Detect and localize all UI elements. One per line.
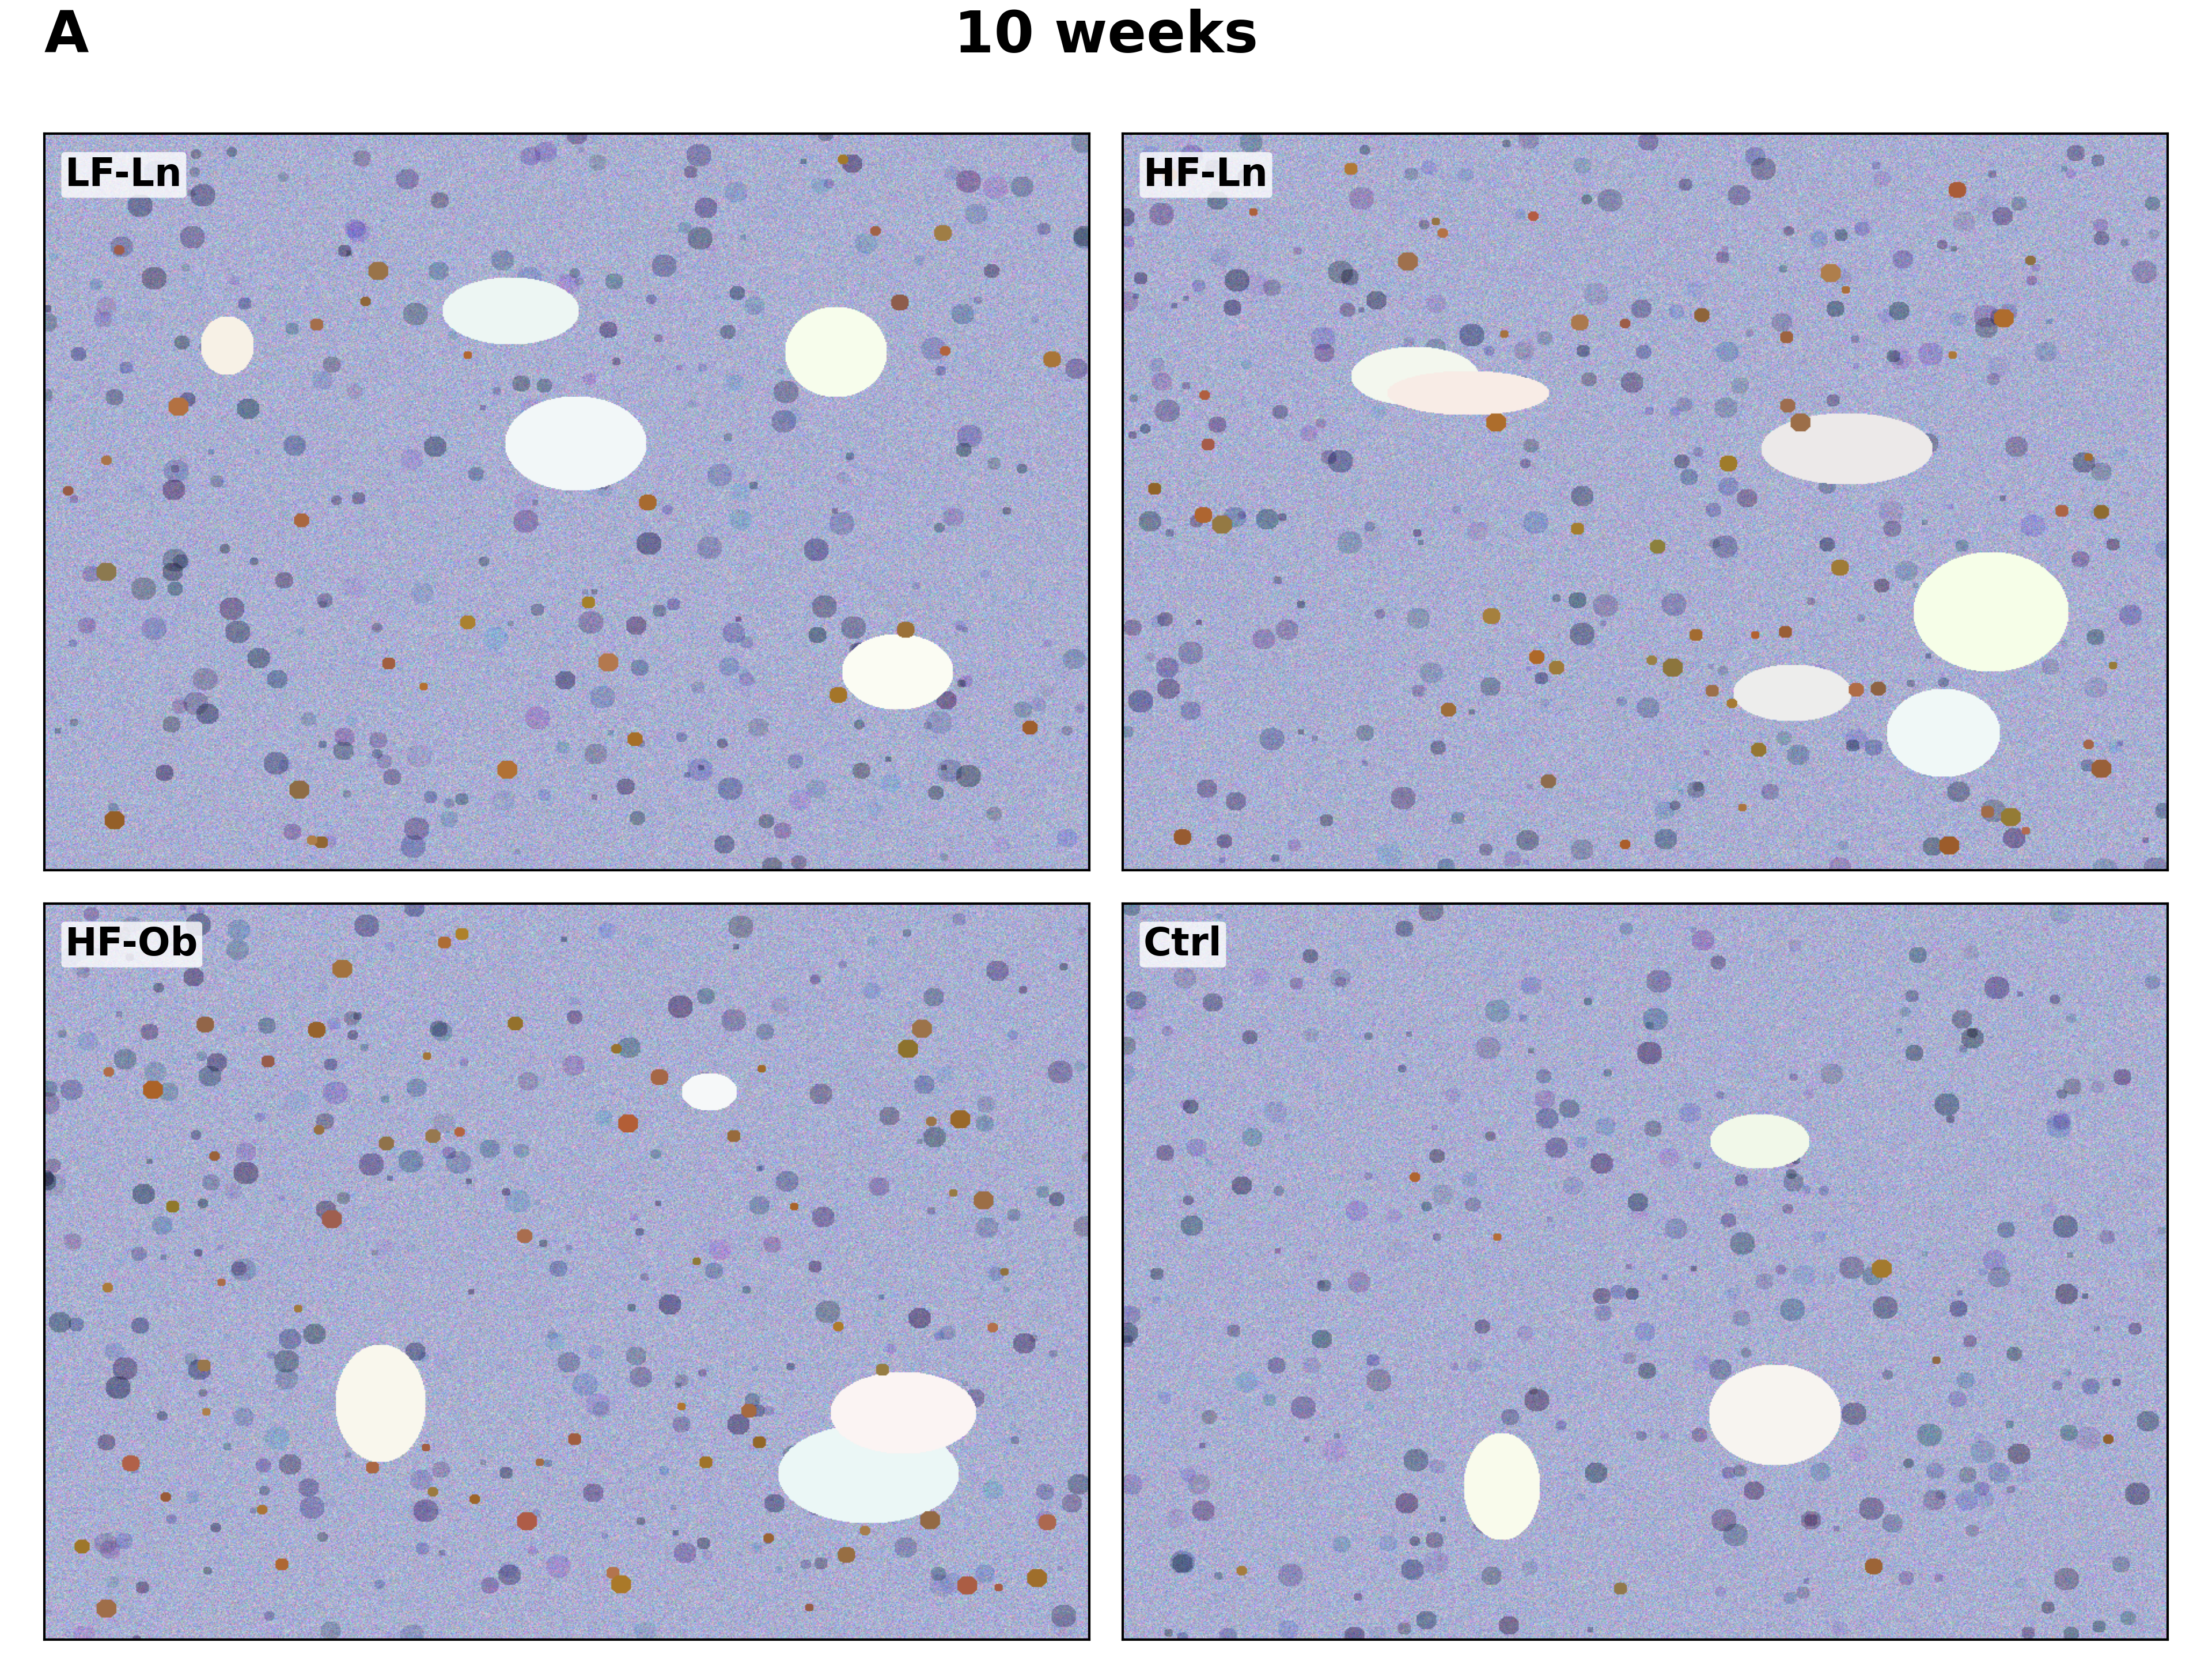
Text: HF-Ob: HF-Ob	[64, 925, 199, 964]
Text: HF-Ln: HF-Ln	[1144, 156, 1267, 194]
Text: 10 weeks: 10 weeks	[953, 8, 1259, 64]
Text: LF-Ln: LF-Ln	[64, 156, 181, 194]
Text: A: A	[44, 8, 88, 64]
Text: Ctrl: Ctrl	[1144, 925, 1223, 964]
